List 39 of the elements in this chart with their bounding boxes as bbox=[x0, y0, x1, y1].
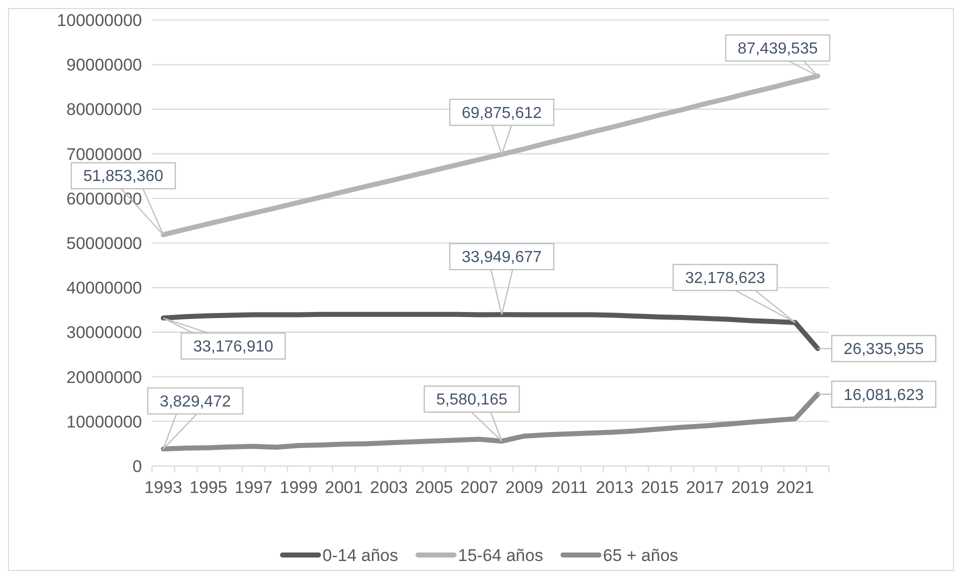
data-label: 16,081,623 bbox=[844, 386, 924, 404]
data-label: 26,335,955 bbox=[844, 341, 924, 358]
x-tick-label: 2019 bbox=[731, 478, 769, 497]
y-tick-label: 70000000 bbox=[66, 144, 142, 164]
x-tick-label: 2005 bbox=[415, 478, 453, 497]
y-tick-label: 60000000 bbox=[66, 189, 142, 208]
y-tick-label: 10000000 bbox=[66, 412, 142, 432]
data-label: 33,949,677 bbox=[462, 249, 542, 266]
data-label: 5,580,165 bbox=[436, 392, 508, 409]
x-tick-label: 2003 bbox=[370, 478, 408, 497]
y-tick-label: 100000000 bbox=[56, 11, 142, 30]
data-label: 33,176,910 bbox=[193, 338, 274, 356]
y-tick-label: 90000000 bbox=[66, 56, 142, 75]
x-tick-label: 2021 bbox=[776, 478, 814, 497]
y-tick-label: 0 bbox=[132, 457, 142, 476]
y-tick-label: 40000000 bbox=[66, 278, 142, 298]
y-tick-label: 80000000 bbox=[66, 100, 142, 120]
x-tick-label: 2001 bbox=[324, 478, 363, 497]
x-tick-label: 2009 bbox=[505, 478, 544, 497]
legend-label: 15-64 años bbox=[458, 546, 544, 565]
data-label: 87,439,535 bbox=[738, 40, 818, 58]
x-tick-label: 2007 bbox=[460, 478, 498, 497]
x-tick-label: 1999 bbox=[280, 478, 318, 497]
data-label: 69,875,612 bbox=[462, 104, 542, 122]
y-tick-label: 20000000 bbox=[66, 368, 142, 387]
data-label: 3,829,472 bbox=[160, 393, 231, 410]
x-tick-label: 2013 bbox=[596, 478, 634, 497]
x-tick-label: 1997 bbox=[234, 478, 272, 497]
x-tick-label: 1993 bbox=[144, 478, 182, 497]
legend-label: 65 + años bbox=[603, 546, 678, 565]
data-label: 51,853,360 bbox=[83, 168, 164, 186]
legend-label: 0-14 años bbox=[322, 546, 398, 565]
x-tick-label: 2017 bbox=[686, 478, 724, 497]
y-tick-label: 50000000 bbox=[66, 234, 142, 253]
x-tick-label: 2011 bbox=[551, 478, 588, 497]
y-tick-label: 30000000 bbox=[66, 323, 142, 342]
data-label: 32,178,623 bbox=[685, 270, 766, 287]
x-tick-label: 1995 bbox=[190, 478, 228, 497]
x-tick-label: 2015 bbox=[640, 478, 679, 497]
